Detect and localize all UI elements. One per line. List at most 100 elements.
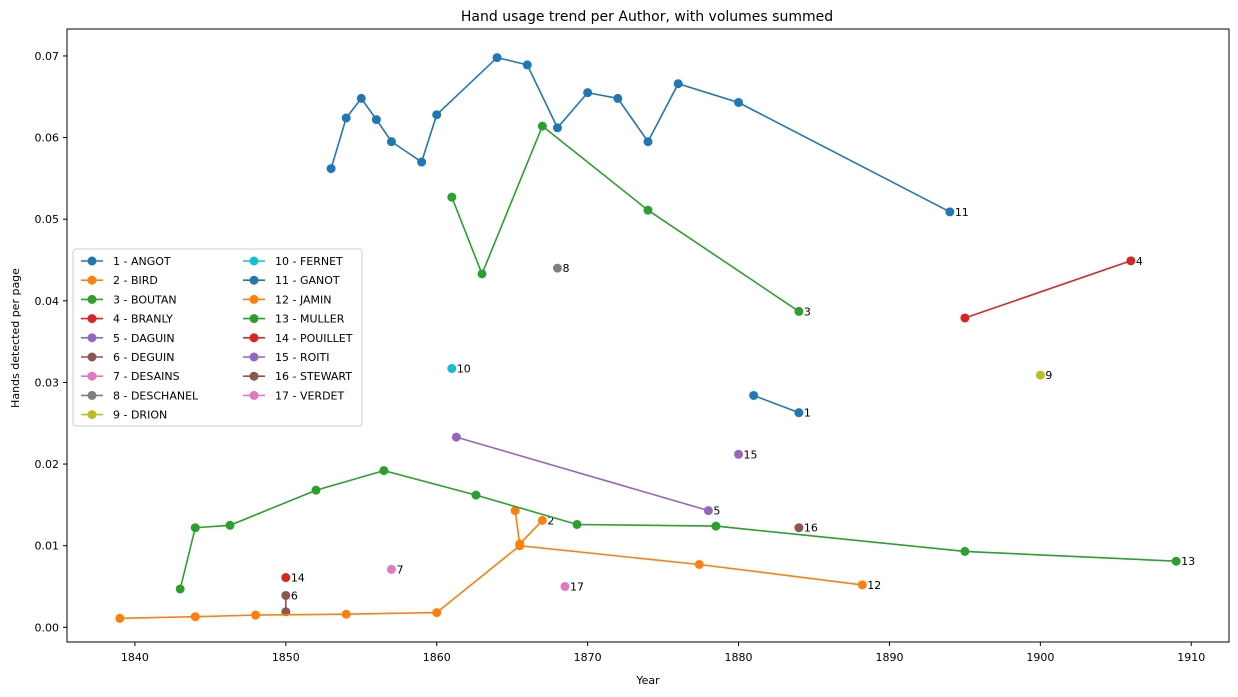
series-5: 5 bbox=[451, 432, 720, 518]
legend-label: 11 - GANOT bbox=[275, 274, 340, 287]
series-end-label: 15 bbox=[744, 448, 758, 461]
series-end-label: 2 bbox=[547, 514, 554, 527]
data-point bbox=[537, 121, 547, 131]
legend-item: 12 - JAMIN bbox=[243, 293, 332, 306]
x-tick-label: 1910 bbox=[1177, 651, 1205, 664]
legend-item: 11 - GANOT bbox=[243, 274, 340, 287]
legend-label: 17 - VERDET bbox=[275, 389, 344, 402]
data-point bbox=[794, 523, 804, 533]
legend-item: 7 - DESAINS bbox=[81, 370, 180, 383]
data-point bbox=[522, 60, 532, 70]
data-point bbox=[477, 269, 487, 279]
legend-swatch-marker bbox=[87, 410, 97, 420]
data-point bbox=[711, 521, 721, 531]
data-point bbox=[451, 432, 461, 442]
data-point bbox=[115, 613, 125, 623]
legend-swatch-marker bbox=[249, 352, 259, 362]
x-tick-label: 1860 bbox=[423, 651, 451, 664]
series-4: 4 bbox=[960, 255, 1143, 323]
series-15: 15 bbox=[734, 448, 758, 461]
series-end-label: 10 bbox=[457, 363, 471, 376]
series-end-label: 6 bbox=[291, 589, 298, 602]
data-point bbox=[510, 506, 520, 516]
legend-item: 5 - DAGUIN bbox=[81, 332, 175, 345]
legend-swatch-marker bbox=[249, 275, 259, 285]
legend-item: 17 - VERDET bbox=[243, 389, 344, 402]
legend-label: 13 - MULLER bbox=[275, 313, 345, 326]
series-end-label: 13 bbox=[1181, 555, 1195, 568]
series-6: 6 bbox=[281, 589, 298, 617]
series-line bbox=[451, 124, 800, 313]
data-point bbox=[794, 306, 804, 316]
data-point bbox=[1126, 256, 1136, 266]
legend-label: 16 - STEWART bbox=[275, 370, 352, 383]
series-end-label: 8 bbox=[562, 262, 569, 275]
legend-label: 1 - ANGOT bbox=[113, 255, 171, 268]
data-point bbox=[492, 53, 502, 63]
legend-item: 15 - ROITI bbox=[243, 351, 329, 364]
series-9: 9 bbox=[1035, 369, 1052, 382]
y-tick-label: 0.00 bbox=[35, 621, 60, 634]
data-point bbox=[960, 313, 970, 323]
data-point bbox=[734, 449, 744, 459]
legend-item: 13 - MULLER bbox=[243, 313, 345, 326]
data-point bbox=[945, 207, 955, 217]
x-axis-label: Year bbox=[635, 674, 660, 687]
series-end-label: 17 bbox=[570, 580, 584, 593]
legend-item: 8 - DESCHANEL bbox=[81, 389, 199, 402]
legend-swatch-marker bbox=[87, 352, 97, 362]
data-point bbox=[960, 546, 970, 556]
data-point bbox=[281, 573, 291, 583]
series-17: 17 bbox=[560, 580, 584, 593]
legend-swatch-marker bbox=[249, 294, 259, 304]
legend-label: 15 - ROITI bbox=[275, 351, 329, 364]
series-line bbox=[119, 544, 863, 620]
data-point bbox=[379, 466, 389, 476]
legend-swatch-marker bbox=[87, 256, 97, 266]
series-end-label: 14 bbox=[291, 572, 305, 585]
legend-swatch-marker bbox=[249, 390, 259, 400]
y-axis: 0.00 0.01 0.02 0.03 0.04 0.05 0.06 0.07 bbox=[35, 50, 67, 634]
data-point bbox=[341, 113, 351, 123]
series-line bbox=[179, 469, 1177, 590]
data-point bbox=[175, 584, 185, 594]
data-point bbox=[643, 137, 653, 147]
series-line bbox=[330, 56, 951, 213]
data-point bbox=[447, 192, 457, 202]
data-point bbox=[552, 123, 562, 133]
legend-label: 4 - BRANLY bbox=[113, 313, 173, 326]
data-point bbox=[371, 115, 381, 125]
data-point bbox=[643, 205, 653, 215]
legend-swatch-marker bbox=[249, 371, 259, 381]
legend-label: 8 - DESCHANEL bbox=[113, 389, 199, 402]
legend-item: 9 - DRION bbox=[81, 409, 167, 422]
legend-item: 16 - STEWART bbox=[243, 370, 352, 383]
y-tick-label: 0.03 bbox=[35, 376, 60, 389]
data-point bbox=[515, 541, 525, 551]
series-end-label: 4 bbox=[1136, 255, 1143, 268]
y-tick-label: 0.01 bbox=[35, 540, 60, 553]
legend-swatch-marker bbox=[87, 390, 97, 400]
series-end-label: 16 bbox=[804, 522, 818, 535]
data-point bbox=[190, 523, 200, 533]
x-tick-label: 1900 bbox=[1026, 651, 1054, 664]
series-end-label: 1 bbox=[804, 407, 811, 420]
data-point bbox=[341, 609, 351, 619]
legend-item: 3 - BOUTAN bbox=[81, 293, 177, 306]
y-tick-label: 0.06 bbox=[35, 132, 60, 145]
y-tick-label: 0.02 bbox=[35, 458, 60, 471]
legend-swatch-marker bbox=[249, 314, 259, 324]
data-point bbox=[673, 79, 683, 89]
data-point bbox=[417, 157, 427, 167]
series-line bbox=[964, 260, 1132, 319]
legend-swatch-marker bbox=[87, 275, 97, 285]
legend-swatch-marker bbox=[87, 314, 97, 324]
series-end-label: 5 bbox=[713, 505, 720, 518]
data-point bbox=[225, 520, 235, 530]
legend-item: 14 - POUILLET bbox=[243, 332, 353, 345]
legend-item: 10 - FERNET bbox=[243, 255, 343, 268]
data-point bbox=[1171, 556, 1181, 566]
data-point bbox=[857, 580, 867, 590]
series-end-label: 12 bbox=[867, 579, 881, 592]
